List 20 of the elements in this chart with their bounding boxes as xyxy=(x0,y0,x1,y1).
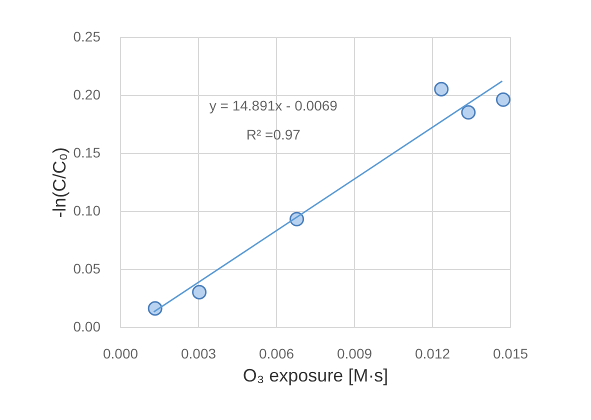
y-tick-label: 0.15 xyxy=(73,144,101,160)
x-tick-label: 0.009 xyxy=(336,346,372,362)
annotation: y = 14.891x - 0.0069 xyxy=(209,98,338,114)
y-tick-label: 0.20 xyxy=(73,86,101,102)
y-axis-title: -ln(C/C₀) xyxy=(49,147,70,218)
x-tick-label: 0.000 xyxy=(102,346,138,362)
x-axis-title: O₃ exposure [M·s] xyxy=(242,366,388,386)
point xyxy=(192,284,207,300)
annotation: R² =0.97 xyxy=(246,126,301,143)
y-tick-label: 0.00 xyxy=(73,318,101,334)
point xyxy=(496,92,511,107)
x-tick-label: 0.015 xyxy=(492,346,528,362)
x-tick-label: 0.012 xyxy=(414,346,450,362)
y-tick-label: 0.10 xyxy=(73,202,101,218)
y-tick-label: 0.25 xyxy=(73,28,101,44)
x-tick-label: 0.006 xyxy=(258,346,294,362)
y-tick-label: 0.05 xyxy=(73,260,101,276)
point xyxy=(461,105,476,120)
point xyxy=(434,82,449,96)
x-tick-label: 0.003 xyxy=(180,346,216,362)
